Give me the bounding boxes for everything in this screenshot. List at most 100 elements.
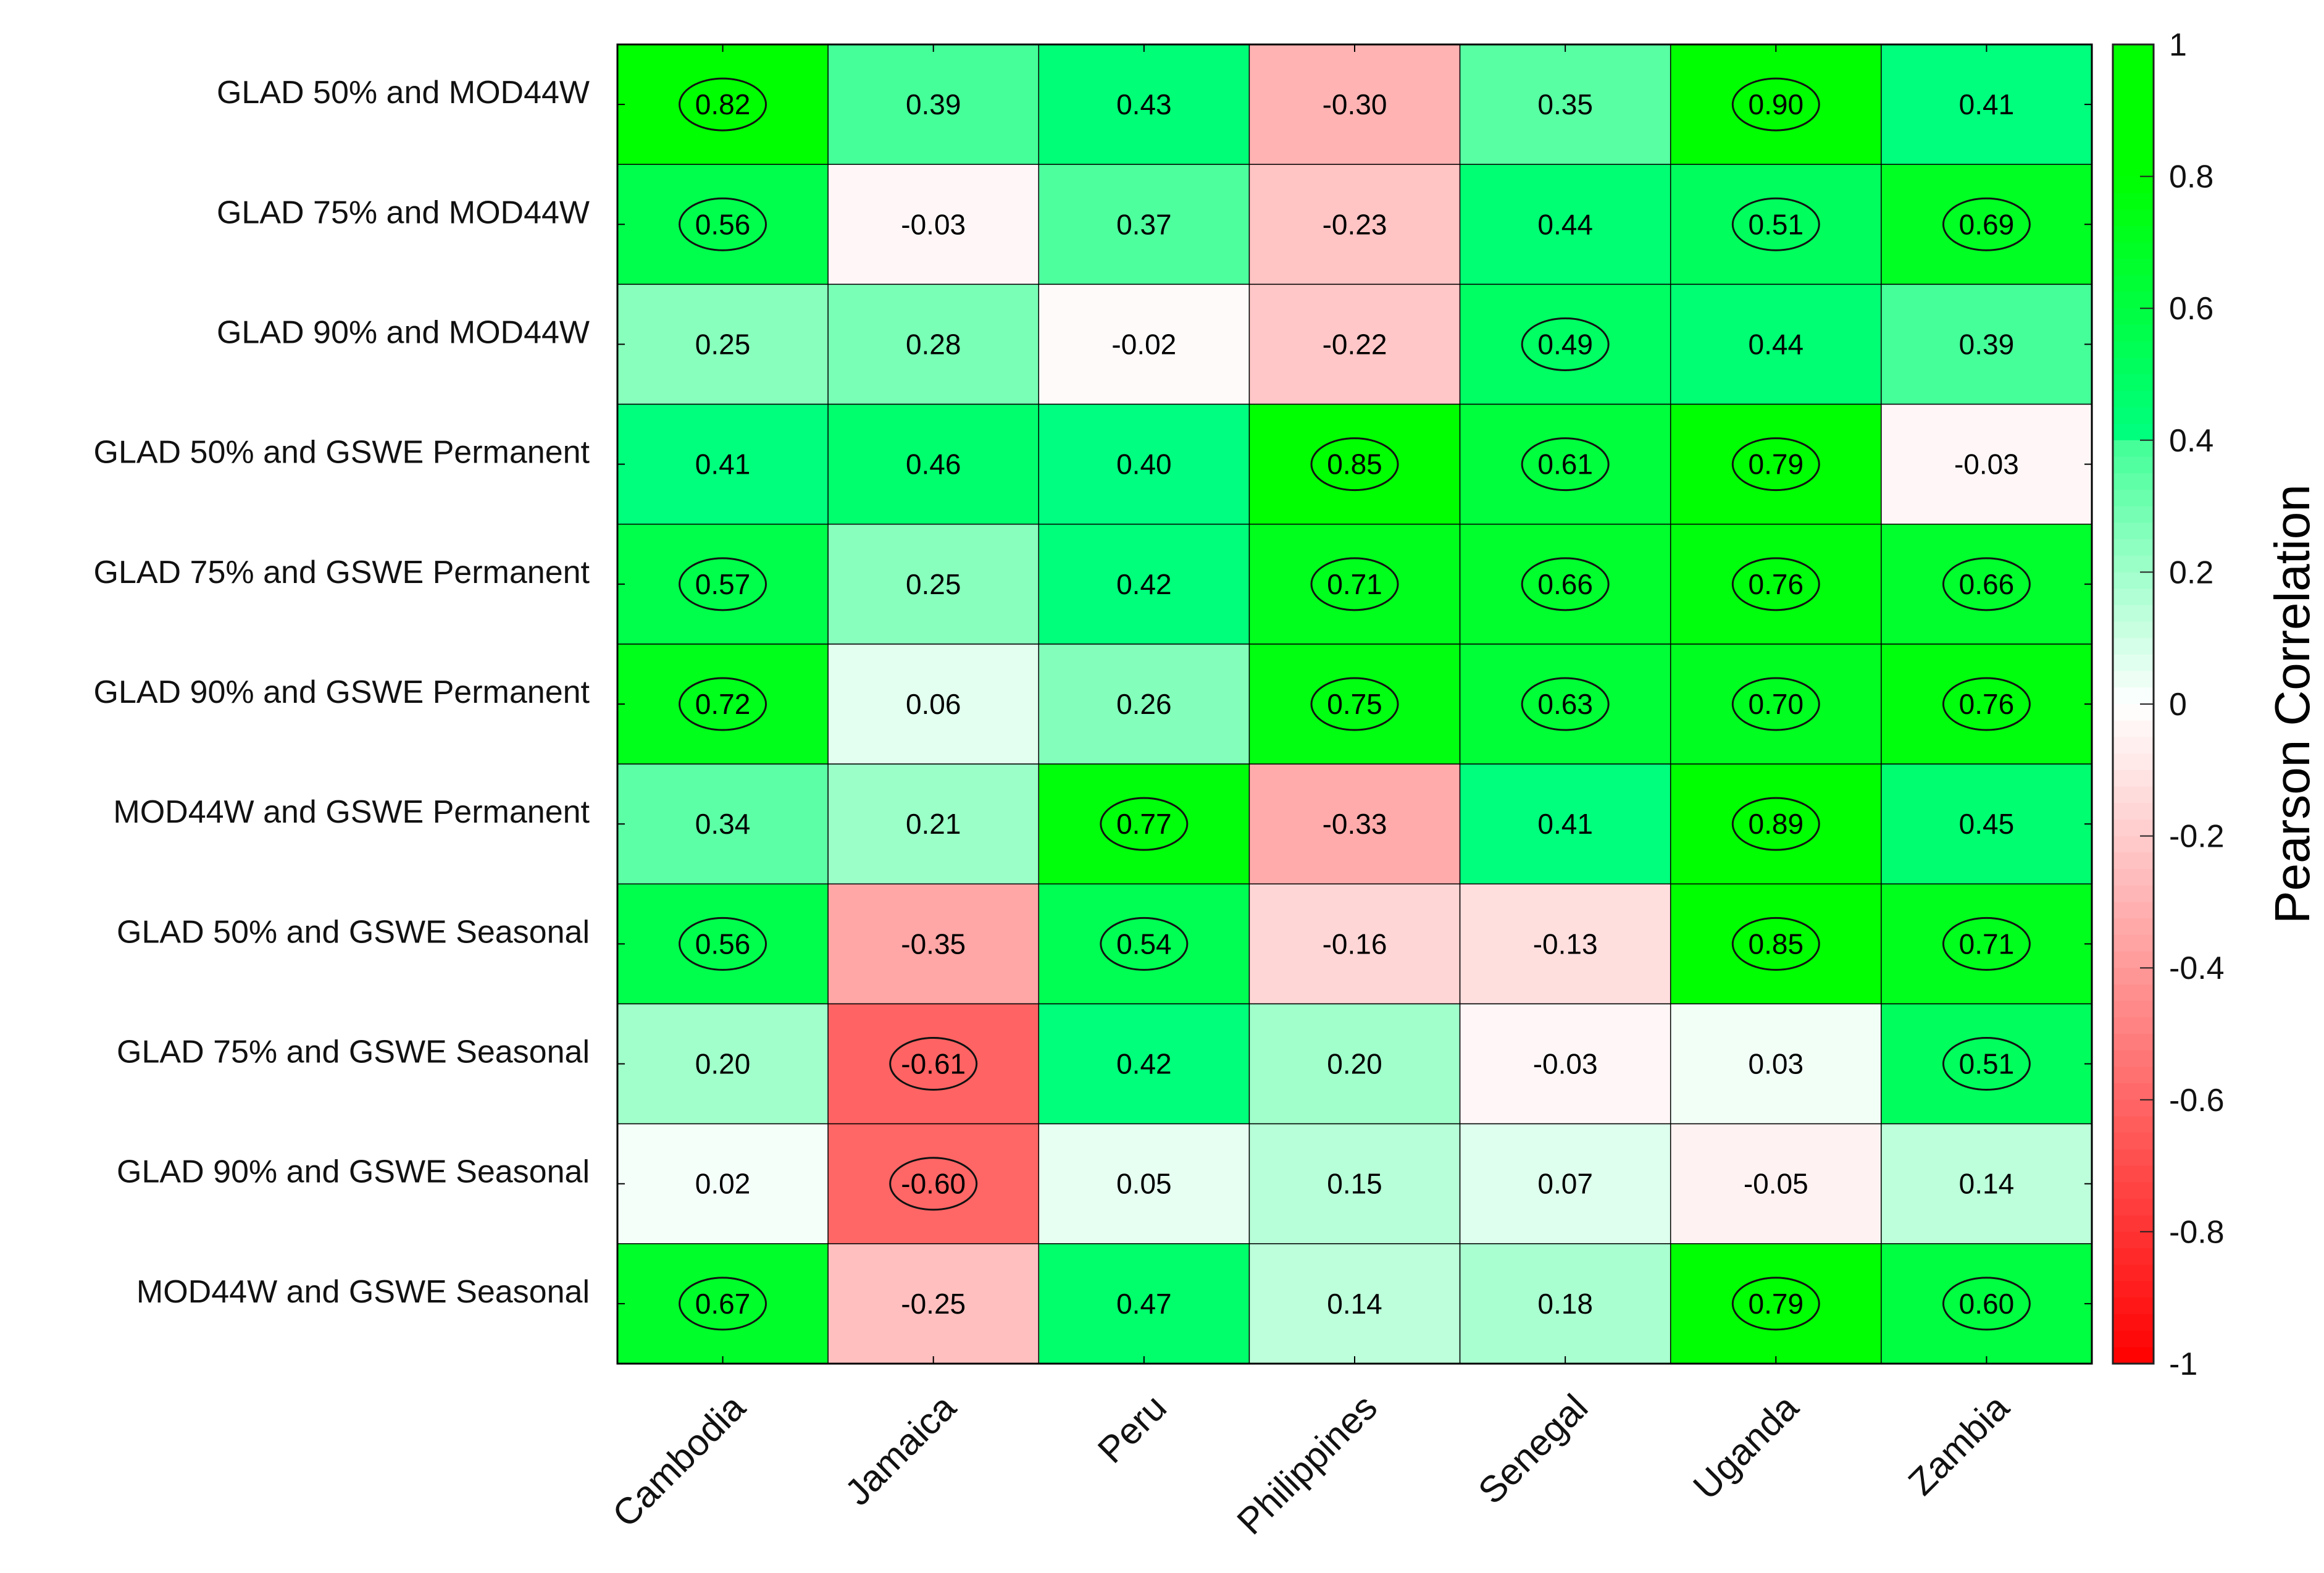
heatmap-cell — [1881, 883, 2092, 1005]
cell-value-label: 0.79 — [1749, 1288, 1804, 1320]
cell-value-label: -0.03 — [901, 208, 966, 240]
colorbar-segment — [2113, 753, 2154, 771]
colorbar-segment — [2113, 589, 2154, 606]
cell-value-label: 0.18 — [1537, 1288, 1593, 1320]
heatmap-cell — [1248, 164, 1461, 285]
cell-value-label: 0.51 — [1749, 208, 1804, 240]
cell-value-label: 0.20 — [695, 1048, 751, 1080]
colorbar-segment — [2113, 934, 2154, 952]
colorbar-segment — [2113, 1330, 2154, 1348]
row-labels: GLAD 50% and MOD44W GLAD 75% and MOD44W GL… — [94, 75, 590, 1310]
colorbar-segment — [2113, 836, 2154, 854]
cell-value-label: -0.03 — [1954, 448, 2019, 480]
cell-value-label: 0.85 — [1327, 448, 1382, 480]
significance-ellipse — [1521, 317, 1610, 371]
row-label: GLAD 50% and GSWE Permanent — [94, 435, 590, 471]
cell-value-label: 0.41 — [695, 448, 751, 480]
cell-value-label: -0.33 — [1323, 808, 1387, 840]
heatmap-cell — [1459, 283, 1671, 405]
cell-value-label: 0.25 — [695, 328, 751, 360]
heatmap-cell — [1038, 763, 1250, 885]
heatmap-cell — [1459, 1123, 1671, 1244]
colorbar-segment — [2113, 1215, 2154, 1233]
row-label: GLAD 90% and GSWE Seasonal — [117, 1154, 590, 1190]
colorbar-segment — [2113, 1182, 2154, 1199]
cell-value-label: 0.14 — [1327, 1288, 1382, 1320]
colorbar-segment — [2113, 209, 2154, 227]
heatmap-cell — [1881, 283, 2092, 405]
heatmap-cell — [1248, 1123, 1461, 1244]
significance-ellipse — [1942, 1037, 2031, 1091]
cell-value-label: -0.02 — [1111, 328, 1176, 360]
significance-ellipse — [1731, 917, 1820, 971]
cell-value-label: 0.90 — [1749, 88, 1804, 120]
colorbar-segment — [2113, 605, 2154, 623]
colorbar-segment — [2113, 424, 2154, 441]
cell-value-label: 0.06 — [906, 688, 961, 720]
colorbar-segment — [2113, 869, 2154, 886]
heatmap-cell — [1248, 283, 1461, 405]
colorbar-tick-label: -0.4 — [2169, 950, 2225, 986]
plot-frame — [616, 43, 2093, 1365]
significance-ellipse — [1731, 197, 1820, 251]
heatmap-cell — [1248, 523, 1461, 645]
heatmap-cell — [617, 1003, 829, 1125]
colorbar-tick-label: 0.4 — [2169, 423, 2213, 459]
heatmap-cell — [1670, 523, 1882, 645]
significance-ellipse — [1521, 557, 1610, 611]
heatmap-cell — [1038, 164, 1250, 285]
colorbar-segment — [2113, 1314, 2154, 1332]
heatmap-cell — [1670, 44, 1882, 165]
significance-ellipse — [1942, 197, 2031, 251]
heatmap-cell — [1038, 1123, 1250, 1244]
heatmap-cell — [827, 644, 1040, 765]
colorbar: 1 0.8 0.6 0.4 0.2 0 -0.2 -0.4 -0.6 -0.8 -1 — [2112, 27, 2225, 1382]
cell-value-label: -0.61 — [901, 1048, 966, 1080]
heatmap-cell — [1038, 283, 1250, 405]
heatmap-cell — [827, 1003, 1040, 1125]
colorbar-tick-label: 0.8 — [2169, 159, 2213, 195]
row-label: GLAD 50% and MOD44W — [217, 75, 590, 111]
colorbar-segment — [2113, 176, 2154, 194]
heatmap-cell — [1881, 164, 2092, 285]
heatmap-cell — [1459, 403, 1671, 525]
cell-value-label: 0.63 — [1537, 688, 1593, 720]
cell-value-label: 0.43 — [1116, 88, 1172, 120]
significance-ellipse — [679, 677, 767, 731]
cell-value-label: 0.45 — [1959, 808, 2015, 840]
cell-value-label: 0.54 — [1116, 928, 1172, 960]
colorbar-segment — [2113, 1149, 2154, 1167]
heatmap-cell — [617, 283, 829, 405]
cell-value-label: 0.85 — [1749, 928, 1804, 960]
colorbar-segment — [2113, 786, 2154, 804]
heatmap-cell — [1670, 1243, 1882, 1364]
cell-value-label: -0.30 — [1323, 88, 1387, 120]
significance-ellipse — [679, 197, 767, 251]
heatmap-cell — [1459, 1243, 1671, 1364]
colorbar-segment — [2113, 1298, 2154, 1315]
column-label: Uganda — [1685, 1386, 1806, 1507]
colorbar-segment — [2113, 1083, 2154, 1101]
colorbar-segment — [2113, 1000, 2154, 1018]
colorbar-tick-label: 0.6 — [2169, 291, 2213, 327]
significance-ellipse — [679, 1277, 767, 1331]
cell-value-label: 0.40 — [1116, 448, 1172, 480]
significance-ellipse — [1521, 677, 1610, 731]
colorbar-segment — [2113, 1099, 2154, 1117]
row-label: GLAD 90% and MOD44W — [217, 314, 590, 350]
colorbar-segment — [2113, 1017, 2154, 1034]
heatmap-cell — [1038, 523, 1250, 645]
colorbar-segment — [2113, 456, 2154, 474]
colorbar-segment — [2113, 1199, 2154, 1216]
heatmap-cell — [827, 403, 1040, 525]
row-label: GLAD 75% and GSWE Permanent — [94, 555, 590, 590]
significance-ellipse — [1731, 77, 1820, 132]
colorbar-segment — [2113, 687, 2154, 705]
colorbar-title: Pearson Correlation — [2265, 484, 2320, 923]
heatmap-cell — [1670, 644, 1882, 765]
colorbar-segment — [2113, 539, 2154, 556]
cell-value-label: -0.25 — [901, 1288, 966, 1320]
colorbar-segment — [2113, 110, 2154, 128]
heatmap-cell — [1881, 1003, 2092, 1125]
